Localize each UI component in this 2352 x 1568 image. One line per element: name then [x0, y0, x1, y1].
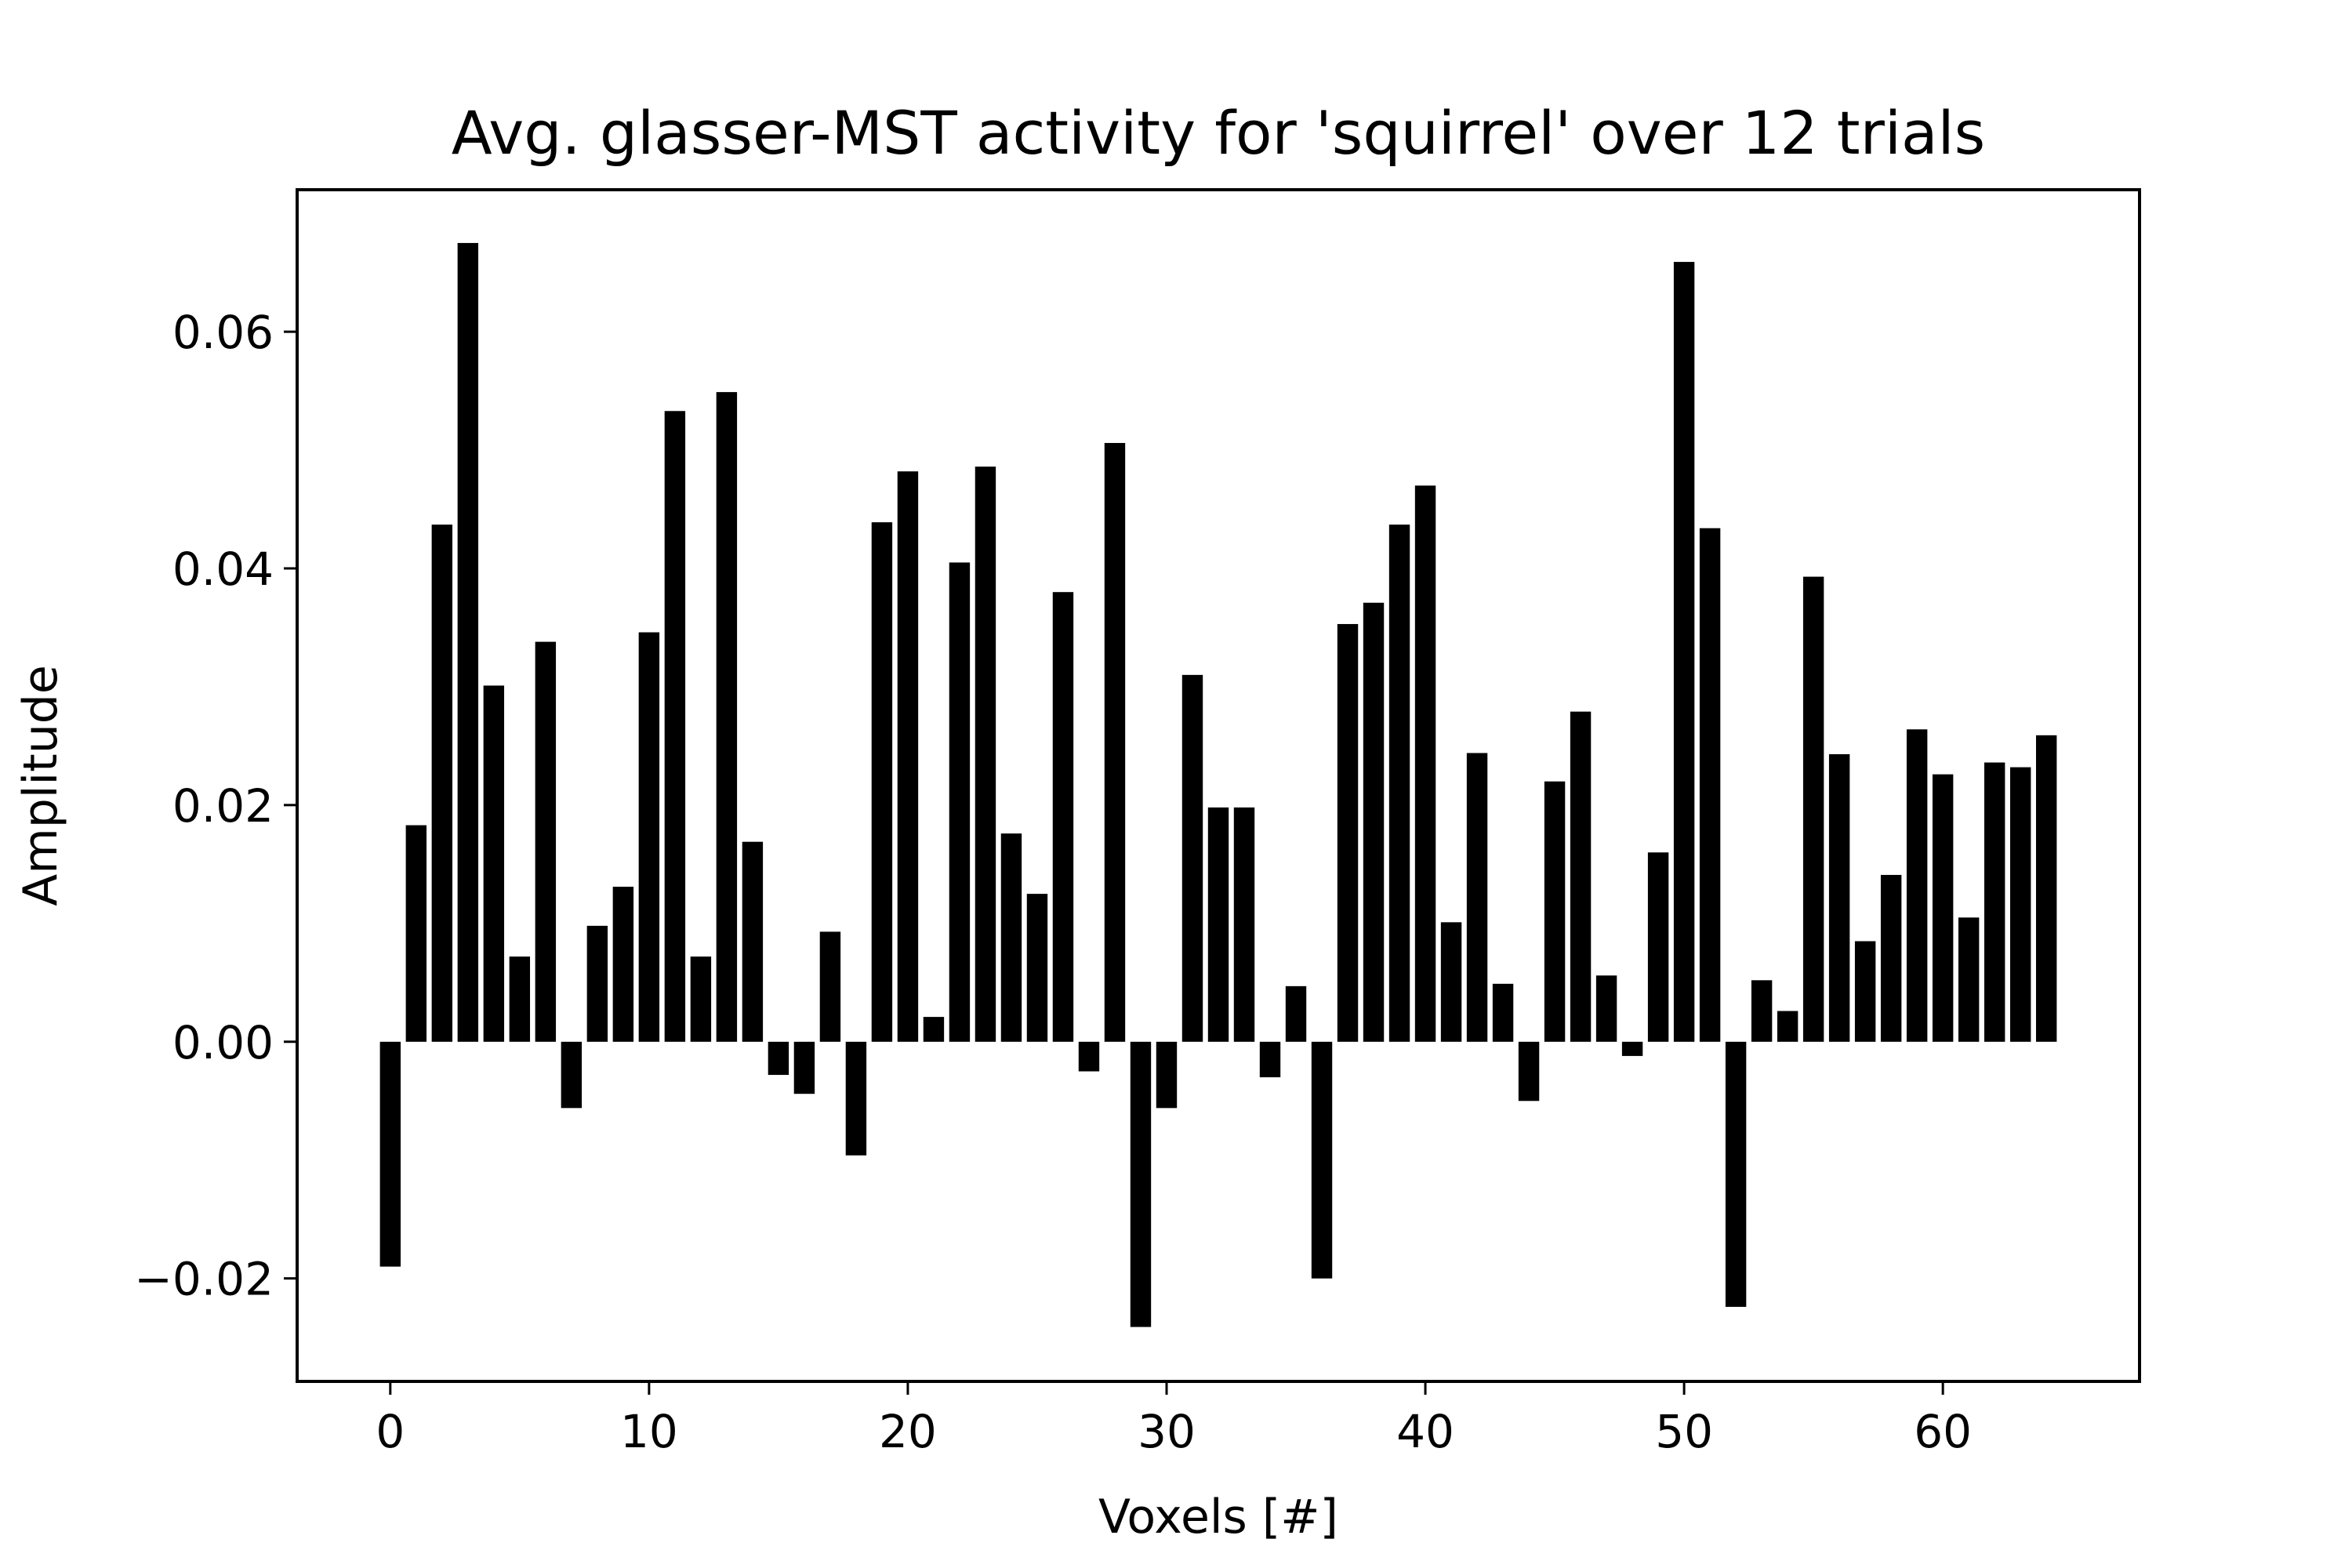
bar-voxel-23	[975, 466, 996, 1042]
bar-voxel-10	[638, 632, 660, 1042]
bar-voxel-30	[1156, 1041, 1178, 1109]
bar-voxel-49	[1647, 852, 1669, 1042]
x-tick-label: 10	[620, 1405, 678, 1458]
plot-frame	[296, 188, 2141, 1383]
bar-voxel-14	[742, 841, 764, 1042]
bar-voxel-11	[664, 411, 686, 1042]
bar-voxel-56	[1828, 754, 1850, 1042]
bar-voxel-55	[1802, 576, 1824, 1042]
bar-voxel-12	[690, 956, 712, 1042]
bar-voxel-6	[535, 641, 557, 1042]
bar-voxel-1	[405, 825, 427, 1042]
y-tick-label: −0.02	[134, 1253, 274, 1306]
bar-voxel-40	[1414, 485, 1436, 1042]
bar-voxel-57	[1854, 941, 1876, 1042]
bar-voxel-9	[612, 887, 634, 1042]
bar-voxel-34	[1259, 1041, 1281, 1078]
bar-voxel-51	[1699, 528, 1721, 1042]
bar-voxel-13	[716, 392, 738, 1042]
bar-voxel-27	[1078, 1041, 1100, 1072]
x-tick-label: 50	[1655, 1405, 1713, 1458]
bar-voxel-20	[897, 471, 919, 1042]
bar-voxel-60	[1932, 774, 1954, 1042]
bar-voxel-31	[1181, 674, 1203, 1042]
bar-voxel-62	[1984, 762, 2005, 1042]
x-tick-label: 60	[1914, 1405, 1972, 1458]
y-axis-ticks: −0.02 0.00 0.02 0.04 0.06	[134, 306, 297, 1306]
bar-voxel-50	[1673, 262, 1695, 1042]
bar-voxel-29	[1130, 1041, 1152, 1327]
y-tick-label: 0.02	[172, 779, 274, 833]
bar-voxel-53	[1751, 980, 1773, 1042]
x-axis-ticks: 0 10 20 30 40 50 60	[376, 1381, 1972, 1458]
bar-voxel-33	[1233, 807, 1255, 1042]
x-axis-label: Voxels [#]	[1098, 1490, 1338, 1544]
bar-voxel-45	[1544, 781, 1566, 1042]
bar-voxel-44	[1518, 1041, 1540, 1102]
bar-voxel-43	[1492, 983, 1514, 1042]
y-tick-label: 0.04	[172, 543, 274, 596]
bars-group	[379, 242, 2057, 1327]
bar-voxel-18	[845, 1041, 867, 1156]
bar-voxel-25	[1026, 894, 1048, 1042]
bar-voxel-64	[2035, 735, 2057, 1042]
bar-voxel-3	[457, 242, 479, 1042]
bar-voxel-38	[1363, 602, 1385, 1042]
bar-voxel-26	[1052, 592, 1074, 1042]
bar-voxel-61	[1958, 917, 1980, 1042]
y-tick-label: 0.06	[172, 306, 274, 359]
bar-voxel-42	[1466, 753, 1488, 1042]
x-tick-label: 40	[1396, 1405, 1454, 1458]
bar-voxel-28	[1104, 443, 1126, 1042]
bar-voxel-21	[923, 1017, 945, 1042]
y-tick-label: 0.00	[172, 1016, 274, 1069]
bar-voxel-37	[1337, 623, 1359, 1042]
bar-voxel-22	[949, 562, 971, 1042]
bar-voxel-41	[1440, 922, 1462, 1042]
bar-voxel-16	[793, 1041, 815, 1094]
bar-voxel-35	[1285, 985, 1307, 1042]
bar-voxel-32	[1207, 807, 1229, 1042]
bar-voxel-19	[871, 522, 893, 1042]
bar-voxel-8	[586, 925, 608, 1042]
bar-voxel-58	[1880, 874, 1902, 1042]
bar-voxel-5	[509, 956, 531, 1042]
bar-voxel-59	[1906, 729, 1928, 1042]
bar-voxel-52	[1725, 1041, 1747, 1307]
y-axis-label: Amplitude	[13, 665, 68, 906]
bar-voxel-63	[2009, 767, 2031, 1042]
bar-voxel-15	[768, 1041, 789, 1076]
x-tick-label: 20	[879, 1405, 937, 1458]
x-tick-label: 30	[1138, 1405, 1196, 1458]
bar-voxel-4	[483, 685, 505, 1042]
bar-voxel-48	[1621, 1041, 1643, 1056]
bar-voxel-47	[1595, 975, 1617, 1042]
bar-voxel-39	[1388, 524, 1410, 1042]
bar-voxel-17	[819, 931, 841, 1042]
bar-voxel-46	[1570, 711, 1592, 1042]
chart-title: Avg. glasser-MST activity for 'squirrel'…	[452, 98, 1985, 168]
bar-voxel-54	[1777, 1011, 1798, 1042]
bar-voxel-36	[1311, 1041, 1333, 1279]
bar-voxel-2	[431, 524, 453, 1042]
bar-voxel-7	[561, 1041, 583, 1109]
bar-voxel-24	[1000, 833, 1022, 1042]
x-tick-label: 0	[376, 1405, 405, 1458]
bar-voxel-0	[379, 1041, 401, 1267]
